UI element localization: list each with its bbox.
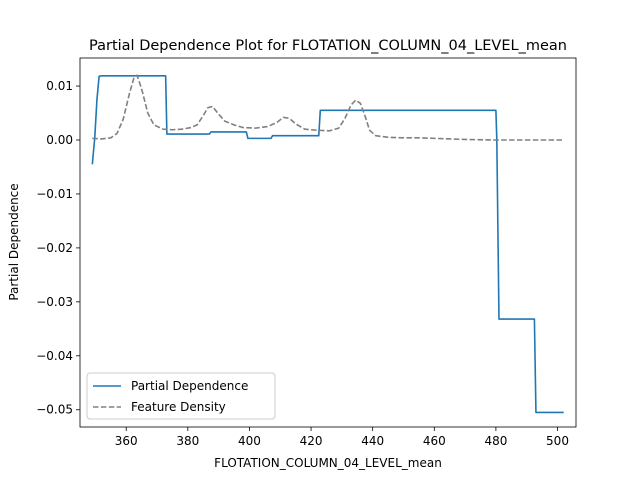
y-tick-label: −0.04 — [36, 349, 73, 363]
y-axis-ticks: 0.01 0.00 −0.01 −0.02 −0.03 −0.04 −0.05 — [36, 79, 80, 417]
y-tick-label: −0.03 — [36, 295, 73, 309]
x-tick-label: 480 — [484, 434, 507, 448]
x-tick-label: 500 — [546, 434, 569, 448]
x-tick-label: 400 — [238, 434, 261, 448]
chart-title: Partial Dependence Plot for FLOTATION_CO… — [89, 38, 567, 54]
plot-area-frame — [79, 57, 577, 428]
y-tick-label: −0.05 — [36, 403, 73, 417]
y-axis-label: Partial Dependence — [7, 183, 21, 300]
x-tick-label: 440 — [361, 434, 384, 448]
y-tick-label: 0.00 — [46, 133, 73, 147]
y-tick-label: −0.02 — [36, 241, 73, 255]
x-tick-label: 460 — [423, 434, 446, 448]
x-axis-ticks: 360 380 400 420 440 460 480 500 — [115, 427, 569, 448]
y-tick-label: −0.01 — [36, 187, 73, 201]
legend-label-partial-dependence: Partial Dependence — [131, 379, 248, 393]
legend-label-feature-density: Feature Density — [131, 400, 226, 414]
legend: Partial Dependence Feature Density — [86, 372, 276, 420]
x-tick-label: 380 — [176, 434, 199, 448]
series-line-feature-density — [92, 74, 564, 141]
x-tick-label: 420 — [300, 434, 323, 448]
x-axis-label: FLOTATION_COLUMN_04_LEVEL_mean — [214, 456, 442, 470]
y-tick-label: 0.01 — [46, 79, 73, 93]
legend-frame — [86, 372, 276, 420]
series-lines — [91, 74, 564, 414]
series-line-partial-dependence — [91, 75, 564, 414]
x-tick-label: 360 — [115, 434, 138, 448]
